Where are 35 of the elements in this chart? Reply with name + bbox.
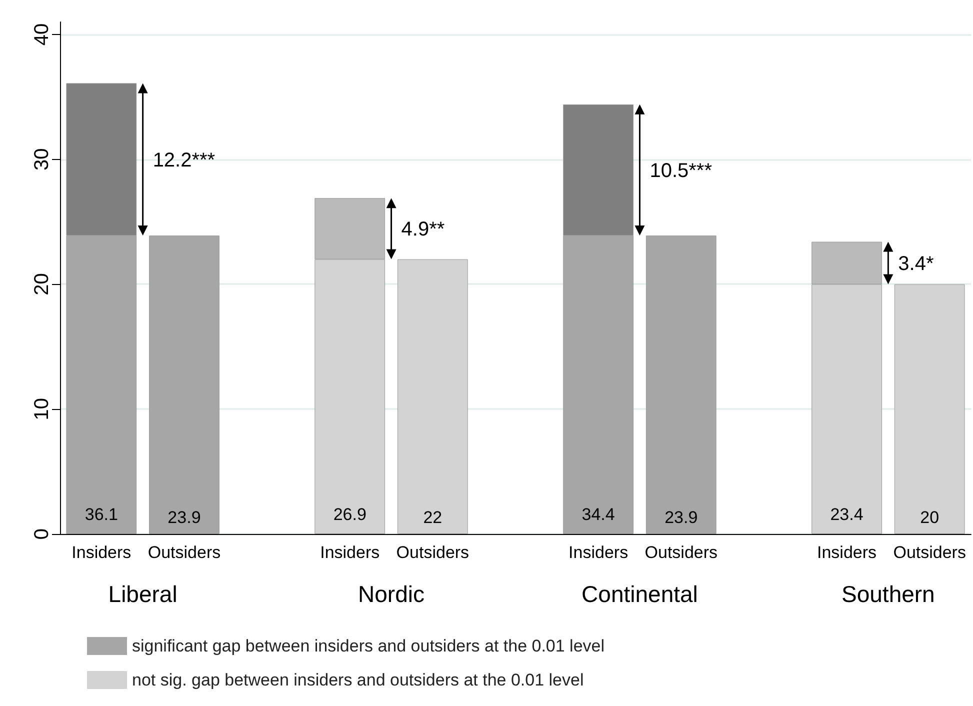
x-tick-label: Insiders <box>72 543 132 562</box>
y-tick-label: 10 <box>31 398 53 420</box>
bar <box>646 236 716 534</box>
x-tick-label: Outsiders <box>644 543 718 562</box>
bar <box>149 236 220 534</box>
x-tick-label: Insiders <box>568 543 628 562</box>
legend-label: significant gap between insiders and outsiders at the 0.01 level <box>132 636 605 656</box>
text: Nordic <box>358 581 425 607</box>
bar <box>397 259 468 534</box>
legend-label: not sig. gap between insiders and outsiders at the 0.01 level <box>132 670 584 690</box>
x-tick-label: Outsiders <box>148 543 221 562</box>
y-tick-label: 20 <box>31 273 53 296</box>
total-label: 36.1 <box>84 505 118 524</box>
y-tick-label: 30 <box>31 148 53 170</box>
text: Southern <box>842 581 935 607</box>
data-label: 23.9 <box>168 508 201 527</box>
bar <box>894 284 965 534</box>
x-tick-label: Outsiders <box>893 543 966 562</box>
data-label: 22 <box>423 508 442 527</box>
x-tick-label: Insiders <box>817 543 877 562</box>
x-tick-label: Insiders <box>320 543 380 562</box>
y-tick-label: 0 <box>31 528 53 540</box>
annotation: 4.9** <box>401 218 445 241</box>
annotation: 10.5*** <box>650 160 712 182</box>
y-tick-label: 40 <box>31 23 53 46</box>
data-label: 23.9 <box>664 508 698 527</box>
total-label: 26.9 <box>333 505 366 524</box>
text: Continental <box>582 581 698 607</box>
annotation: 3.4* <box>898 253 934 276</box>
total-label: 34.4 <box>582 505 615 524</box>
text: Liberal <box>108 581 178 607</box>
x-tick-label: Outsiders <box>396 543 470 562</box>
data-label: 20 <box>920 508 940 527</box>
annotation: 12.2*** <box>152 149 216 172</box>
total-label: 23.4 <box>830 505 864 524</box>
